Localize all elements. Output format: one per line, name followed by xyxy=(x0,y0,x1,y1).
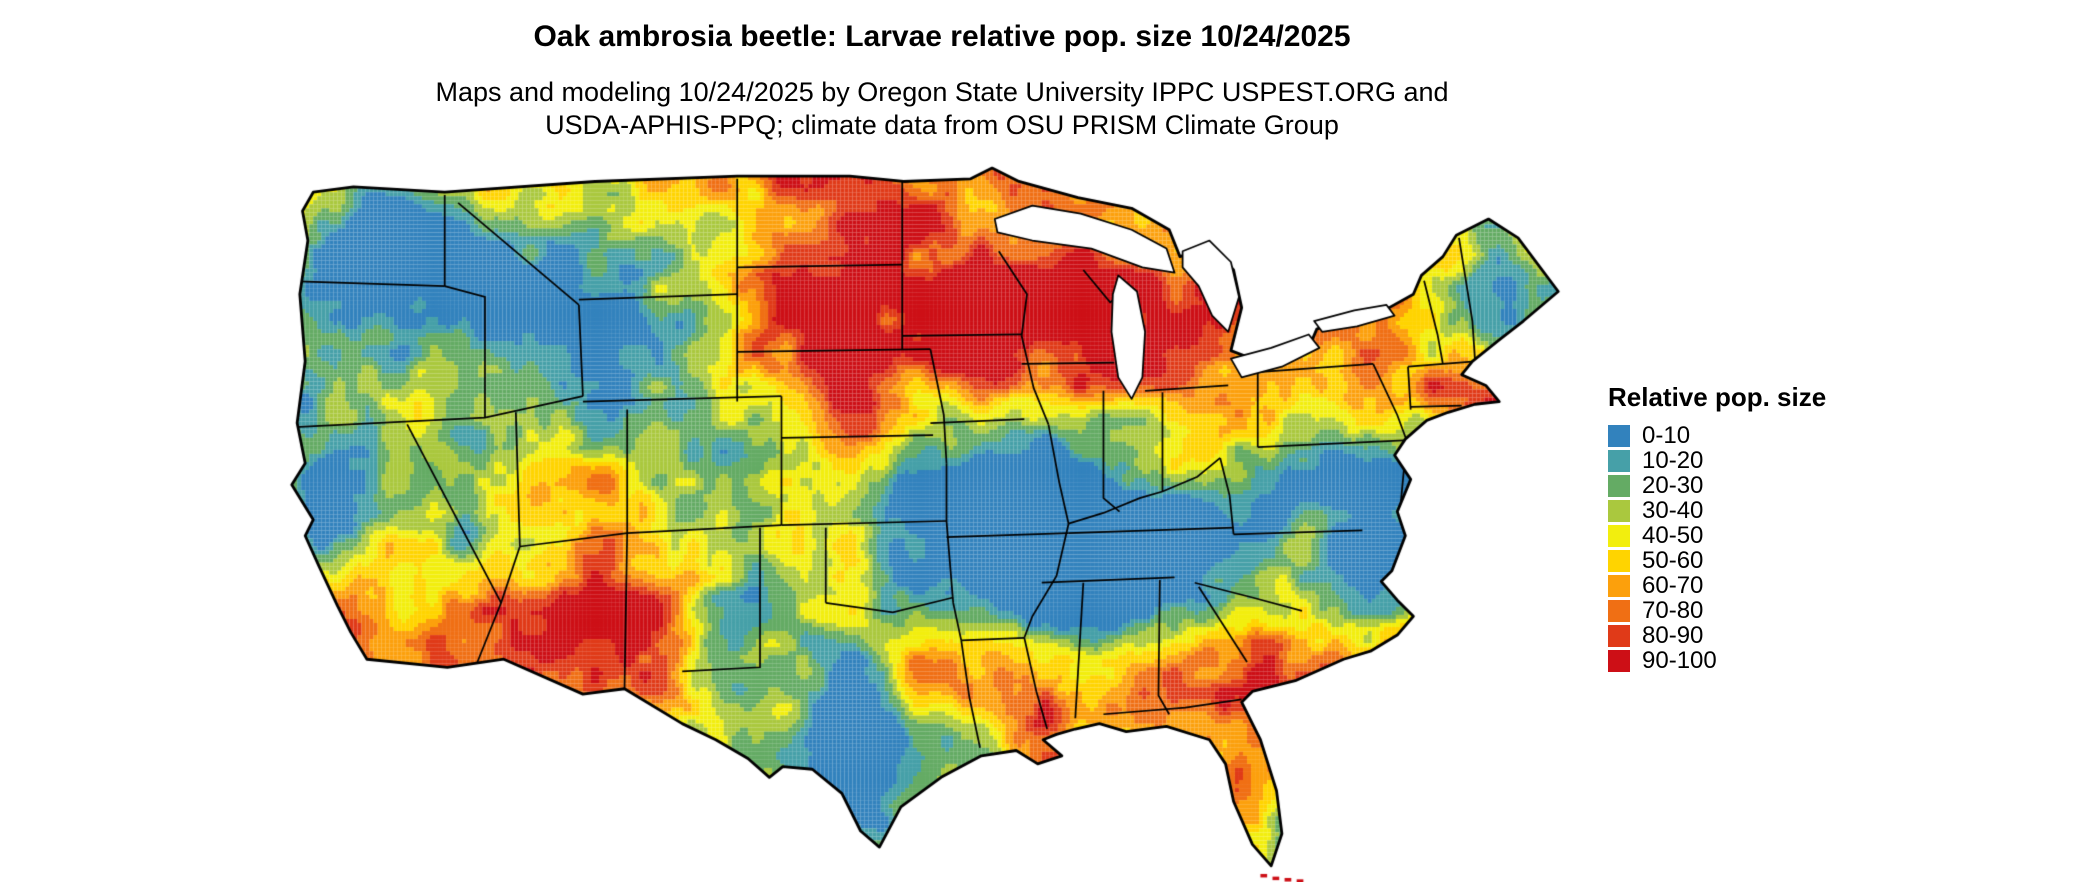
legend-swatch xyxy=(1608,500,1630,522)
legend-item: 80-90 xyxy=(1608,622,1826,649)
legend-label: 30-40 xyxy=(1642,497,1704,524)
legend-swatch xyxy=(1608,650,1630,672)
legend-label: 10-20 xyxy=(1642,447,1704,474)
legend: Relative pop. size 0-10 10-20 20-30 30-4… xyxy=(1608,382,1826,675)
us-map-canvas xyxy=(273,160,1569,882)
subtitle-line-2: USDA-APHIS-PPQ; climate data from OSU PR… xyxy=(545,109,1339,140)
legend-swatch xyxy=(1608,525,1630,547)
legend-label: 50-60 xyxy=(1642,547,1704,574)
legend-swatch xyxy=(1608,575,1630,597)
legend-item: 30-40 xyxy=(1608,497,1826,524)
legend-label: 20-30 xyxy=(1642,472,1704,499)
page-title: Oak ambrosia beetle: Larvae relative pop… xyxy=(533,20,1351,53)
legend-item: 90-100 xyxy=(1608,647,1826,674)
legend-swatch xyxy=(1608,425,1630,447)
legend-swatch xyxy=(1608,450,1630,472)
legend-label: 60-70 xyxy=(1642,572,1704,599)
legend-item: 70-80 xyxy=(1608,597,1826,624)
us-map xyxy=(273,160,1569,882)
legend-item: 40-50 xyxy=(1608,522,1826,549)
legend-item: 60-70 xyxy=(1608,572,1826,599)
legend-item: 10-20 xyxy=(1608,447,1826,474)
legend-swatch xyxy=(1608,600,1630,622)
subtitle-line-1: Maps and modeling 10/24/2025 by Oregon S… xyxy=(435,77,1449,107)
legend-label: 90-100 xyxy=(1642,647,1717,674)
legend-label: 40-50 xyxy=(1642,522,1704,549)
legend-swatch xyxy=(1608,550,1630,572)
legend-label: 0-10 xyxy=(1642,422,1691,449)
figure-header: Oak ambrosia beetle: Larvae relative pop… xyxy=(0,20,1884,142)
legend-item: 0-10 xyxy=(1608,422,1826,449)
legend-label: 80-90 xyxy=(1642,622,1704,649)
legend-title: Relative pop. size xyxy=(1608,382,1827,412)
legend-swatch xyxy=(1608,625,1630,647)
legend-item: 50-60 xyxy=(1608,547,1826,574)
legend-swatch xyxy=(1608,475,1630,497)
legend-item: 20-30 xyxy=(1608,472,1826,499)
legend-label: 70-80 xyxy=(1642,597,1704,624)
